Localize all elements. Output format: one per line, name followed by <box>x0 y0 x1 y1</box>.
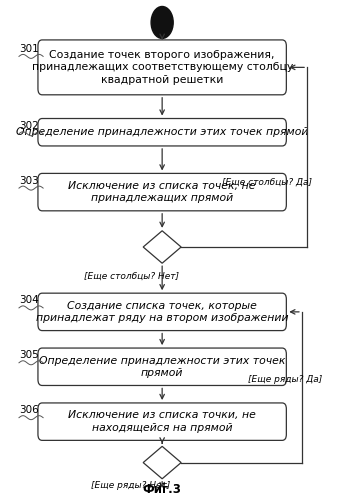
Text: 305: 305 <box>19 350 39 360</box>
Text: Исключение из списка точек, не
принадлежащих прямой: Исключение из списка точек, не принадлеж… <box>68 181 256 203</box>
Text: 303: 303 <box>19 176 39 186</box>
Text: 301: 301 <box>19 44 39 54</box>
Text: Создание списка точек, которые
принадлежат ряду на втором изображении: Создание списка точек, которые принадлеж… <box>36 301 288 323</box>
FancyBboxPatch shape <box>38 348 286 385</box>
Text: Исключение из списка точки, не
находящейся на прямой: Исключение из списка точки, не находящей… <box>68 411 256 433</box>
Circle shape <box>151 6 173 38</box>
Text: 304: 304 <box>19 295 39 305</box>
Text: [Еще ряды? Да]: [Еще ряды? Да] <box>248 375 323 384</box>
Text: 306: 306 <box>19 405 39 415</box>
Text: [Еще столбцы? Нет]: [Еще столбцы? Нет] <box>83 271 179 280</box>
Text: [Еще столбцы? Да]: [Еще столбцы? Да] <box>222 178 312 187</box>
FancyBboxPatch shape <box>38 293 286 330</box>
Text: Создание точек второго изображения,
принадлежащих соответствующему столбцу
квадр: Создание точек второго изображения, прин… <box>31 50 293 85</box>
FancyBboxPatch shape <box>38 40 286 95</box>
Text: Фиг.3: Фиг.3 <box>143 483 181 496</box>
Text: [Еще ряды? Нет]: [Еще ряды? Нет] <box>91 481 171 490</box>
FancyBboxPatch shape <box>38 174 286 211</box>
Text: Определение принадлежности этих точек
прямой: Определение принадлежности этих точек пр… <box>39 356 285 378</box>
Text: 302: 302 <box>19 121 39 131</box>
Polygon shape <box>143 446 181 479</box>
FancyBboxPatch shape <box>38 403 286 441</box>
FancyBboxPatch shape <box>38 119 286 146</box>
Polygon shape <box>143 231 181 263</box>
Text: Определение принадлежности этих точек прямой: Определение принадлежности этих точек пр… <box>16 127 308 137</box>
